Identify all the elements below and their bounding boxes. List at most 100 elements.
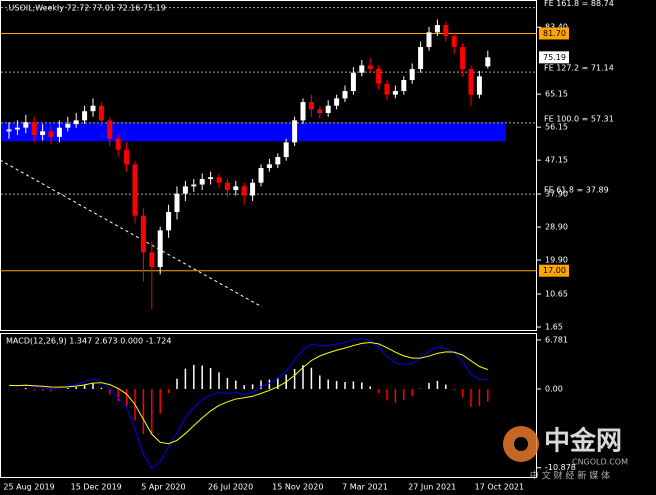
candle-body <box>434 25 440 33</box>
price-marker <box>539 51 569 64</box>
logo-slogan: 中 文 财 经 新 媒 体 <box>530 470 610 482</box>
x-tick-label: 7 Mar 2021 <box>342 483 388 492</box>
candle-body <box>23 122 29 128</box>
candle-body <box>300 102 306 121</box>
candle-body <box>258 168 264 183</box>
candle-body <box>342 91 348 99</box>
candle-body <box>266 164 272 169</box>
candle-body <box>485 57 491 67</box>
candle-body <box>392 91 398 95</box>
candle-body <box>199 179 205 185</box>
candle-body <box>14 127 20 130</box>
x-tick-label: 15 Dec 2019 <box>71 483 122 492</box>
zone <box>1 122 506 142</box>
y-tick-label: 28.90 <box>545 223 568 232</box>
y-tick-label: 0.00 <box>545 384 563 393</box>
candle-body <box>65 124 71 128</box>
logo-site: CNGOLD.COM <box>572 458 628 467</box>
candle-body <box>325 105 331 114</box>
candle-body <box>476 76 482 95</box>
x-tick-label: 5 Apr 2020 <box>141 483 185 492</box>
trend-line <box>0 159 263 308</box>
fib-label: FE 127.2 = 71.14 <box>544 64 614 73</box>
signal-line <box>8 342 488 445</box>
price-marker <box>539 264 569 277</box>
macd-frame <box>0 333 537 478</box>
y-tick-label: 19.90 <box>545 256 568 265</box>
x-tick-label: 27 Jun 2021 <box>408 483 456 492</box>
x-tick-label: 26 Jul 2020 <box>208 483 253 492</box>
candle-body <box>350 72 356 92</box>
candle-body <box>182 186 188 194</box>
macd-title: MACD(12,26,9) 1.347 2.673 0.000 -1.724 <box>6 337 171 346</box>
candle-body <box>48 131 54 137</box>
candle-body <box>166 212 172 231</box>
candle-body <box>451 36 457 48</box>
candle-body <box>115 138 121 150</box>
candle-body <box>292 120 298 143</box>
candle-body <box>283 142 289 158</box>
main-line <box>8 337 488 470</box>
price-marker-label: 81.70 <box>543 29 566 38</box>
candle-body <box>6 129 12 132</box>
y-tick-label: 47.15 <box>545 156 568 165</box>
y-tick-label: 6.781 <box>545 335 568 344</box>
candle-body <box>132 164 138 216</box>
logo-name: 中金网 <box>544 426 622 457</box>
candle-body <box>149 252 155 268</box>
candle-body <box>460 47 466 70</box>
candle-body <box>250 182 256 196</box>
y-tick-label: 1.65 <box>545 322 563 331</box>
y-tick-label: 37.90 <box>545 190 568 199</box>
candle-body <box>31 122 37 136</box>
y-tick-label: 56.15 <box>545 123 568 132</box>
price-marker-label: 75.19 <box>543 53 566 62</box>
candle-body <box>216 177 222 183</box>
fib-label: FE 61.8 = 37.89 <box>544 186 609 195</box>
fib-label: FE 161.8 = 88.74 <box>544 0 614 8</box>
candle-body <box>140 215 146 253</box>
y-tick-label: 65.15 <box>545 90 568 99</box>
candle-body <box>426 32 432 48</box>
candle-body <box>359 65 365 73</box>
candle-body <box>107 120 113 139</box>
candle-body <box>40 131 46 136</box>
y-tick-label: 83.40 <box>545 23 568 32</box>
candle-body <box>275 157 281 165</box>
x-tick-label: 17 Oct 2021 <box>475 483 524 492</box>
candle-body <box>241 186 247 196</box>
logo-dot <box>514 437 528 451</box>
candle-body <box>224 182 230 191</box>
price-marker-label: 17.00 <box>543 266 566 275</box>
candle-body <box>418 47 424 70</box>
price-marker <box>539 27 569 40</box>
candle-body <box>157 230 163 268</box>
candle-body <box>376 69 382 84</box>
candle-body <box>367 65 373 70</box>
candle-body <box>98 105 104 121</box>
watermark: 中金网 CNGOLD.COM 中 文 财 经 新 媒 体 <box>503 426 628 482</box>
candle-body <box>56 127 62 137</box>
candle-body <box>401 80 407 92</box>
candle-body <box>73 120 79 125</box>
candle-body <box>233 186 239 191</box>
candle-body <box>191 184 197 187</box>
candle-body <box>409 69 415 81</box>
x-tick-label: 15 Nov 2020 <box>272 483 323 492</box>
candle-body <box>174 193 180 213</box>
candle-body <box>317 109 323 114</box>
candle-body <box>468 69 474 95</box>
candle-body <box>90 105 96 112</box>
candle-body <box>308 102 314 110</box>
candle-body <box>334 98 340 106</box>
candle-body <box>124 149 130 165</box>
main-frame <box>0 0 537 331</box>
candle-body <box>208 177 214 180</box>
fib-label: FE 100.0 = 57.31 <box>544 114 614 123</box>
y-tick-label: 10.65 <box>545 289 568 298</box>
candle-body <box>384 83 390 95</box>
candle-body <box>82 111 88 121</box>
x-tick-label: 25 Aug 2019 <box>3 483 54 492</box>
y-tick-label: -10.878 <box>545 463 576 472</box>
